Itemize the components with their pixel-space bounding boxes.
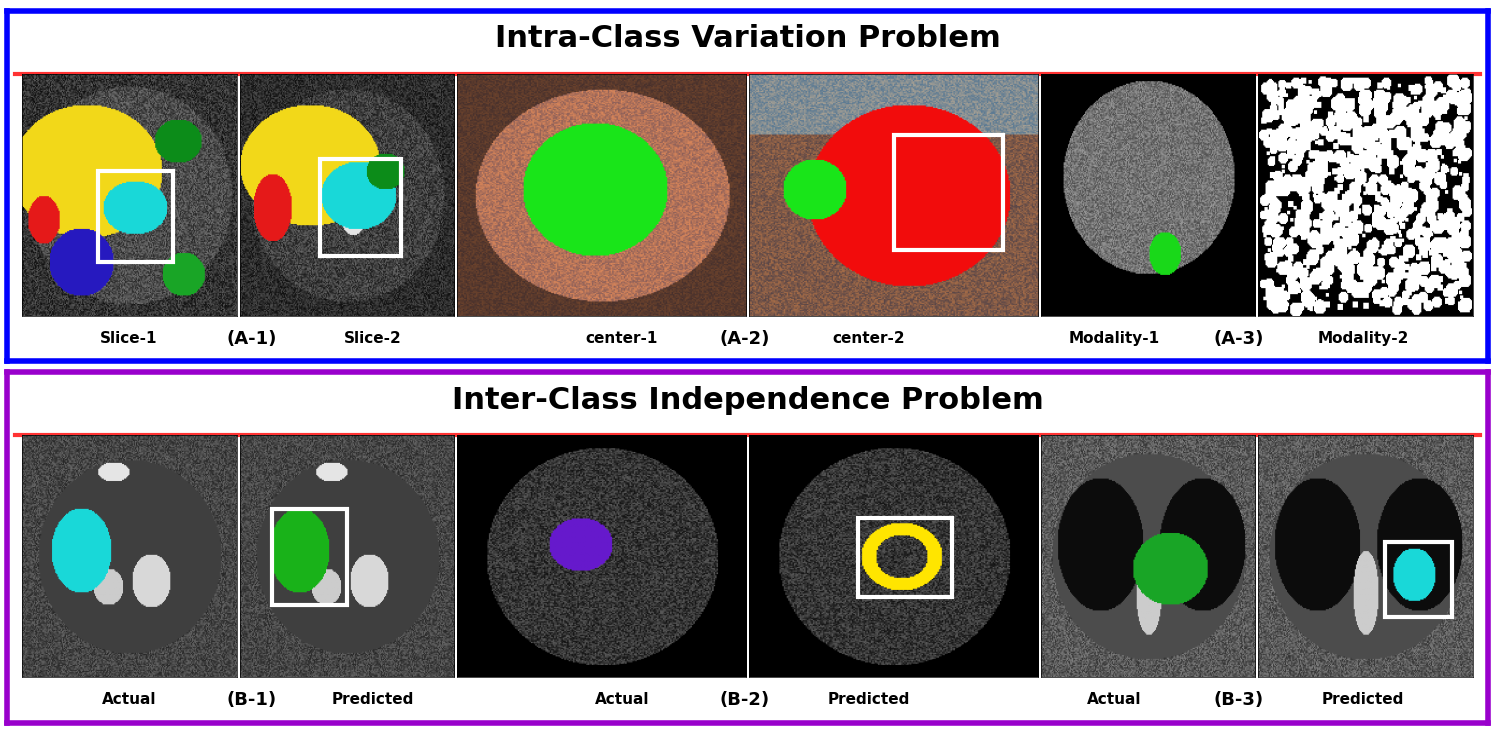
Text: (A-1): (A-1) bbox=[227, 329, 277, 347]
Text: Slice-2: Slice-2 bbox=[344, 331, 402, 346]
Bar bbox=[99, 172, 173, 262]
Bar bbox=[320, 159, 401, 256]
Bar bbox=[272, 509, 347, 605]
Text: Modality-1: Modality-1 bbox=[1069, 331, 1160, 346]
Text: center-2: center-2 bbox=[833, 331, 904, 346]
Text: Intra-Class Variation Problem: Intra-Class Variation Problem bbox=[495, 25, 1000, 53]
Text: Actual: Actual bbox=[1087, 693, 1142, 707]
Text: Actual: Actual bbox=[102, 693, 155, 707]
Bar bbox=[894, 135, 1003, 250]
Text: Predicted: Predicted bbox=[1322, 693, 1404, 707]
Text: (B-2): (B-2) bbox=[719, 691, 770, 709]
Bar bbox=[1386, 542, 1452, 618]
Text: center-1: center-1 bbox=[586, 331, 658, 346]
Text: Modality-2: Modality-2 bbox=[1317, 331, 1408, 346]
Bar bbox=[858, 518, 952, 596]
Text: Inter-Class Independence Problem: Inter-Class Independence Problem bbox=[451, 386, 1044, 415]
Text: Predicted: Predicted bbox=[828, 693, 910, 707]
Text: Slice-1: Slice-1 bbox=[100, 331, 157, 346]
Text: Predicted: Predicted bbox=[332, 693, 414, 707]
Text: (B-1): (B-1) bbox=[227, 691, 277, 709]
Text: (B-3): (B-3) bbox=[1214, 691, 1263, 709]
Text: Actual: Actual bbox=[595, 693, 649, 707]
Text: (A-3): (A-3) bbox=[1214, 329, 1265, 347]
Text: (A-2): (A-2) bbox=[719, 329, 770, 347]
